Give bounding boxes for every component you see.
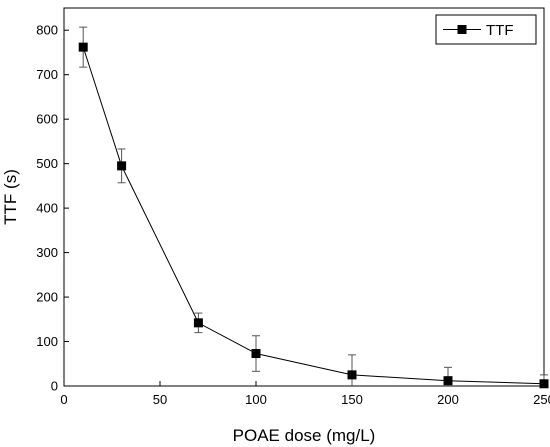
y-tick-label: 300 bbox=[36, 245, 58, 260]
data-point bbox=[78, 42, 88, 52]
data-point bbox=[539, 379, 549, 389]
y-axis-title: TTF (s) bbox=[1, 169, 20, 225]
y-tick-label: 800 bbox=[36, 23, 58, 38]
y-tick-label: 100 bbox=[36, 334, 58, 349]
y-tick-label: 400 bbox=[36, 201, 58, 216]
series-layer bbox=[78, 26, 549, 389]
x-axis: 0 50 100 150 200 250 bbox=[60, 381, 550, 407]
x-tick-label: 0 bbox=[60, 392, 67, 407]
y-tick-label: 600 bbox=[36, 112, 58, 127]
legend-marker bbox=[457, 25, 467, 34]
x-tick-label: 250 bbox=[533, 392, 550, 407]
data-point bbox=[347, 370, 357, 380]
series-line bbox=[82, 46, 545, 385]
x-tick-label: 150 bbox=[341, 392, 363, 407]
y-tick-label: 200 bbox=[36, 290, 58, 305]
legend-label: TTF bbox=[486, 22, 514, 39]
data-point bbox=[443, 376, 453, 386]
data-point bbox=[193, 318, 203, 328]
data-point bbox=[251, 349, 261, 359]
y-axis: 0 100 200 300 400 500 600 700 800 bbox=[36, 23, 69, 394]
y-tick-label: 700 bbox=[36, 67, 58, 82]
x-tick-label: 200 bbox=[437, 392, 459, 407]
x-tick-label: 100 bbox=[245, 392, 267, 407]
x-tick-label: 50 bbox=[153, 392, 167, 407]
plot-frame bbox=[63, 7, 545, 387]
x-axis-title: POAE dose (mg/L) bbox=[233, 426, 376, 445]
data-point bbox=[117, 161, 127, 171]
y-tick-label: 0 bbox=[51, 379, 58, 394]
legend: TTF bbox=[435, 14, 537, 45]
y-tick-label: 500 bbox=[36, 156, 58, 171]
